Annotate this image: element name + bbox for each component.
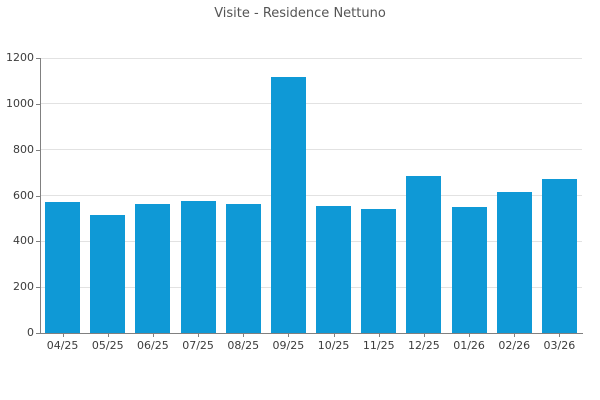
- x-axis-tick: [288, 334, 290, 337]
- bar: [45, 202, 81, 333]
- x-axis-label: 10/25: [317, 339, 350, 352]
- x-axis-tick: [198, 334, 200, 337]
- x-axis-label: 07/25: [182, 339, 214, 352]
- y-axis-label: 400: [13, 234, 34, 248]
- gridline: [40, 103, 582, 105]
- plot-area: [40, 57, 582, 333]
- bar: [496, 192, 532, 333]
- x-axis-tick: [107, 334, 109, 337]
- x-axis-tick: [559, 334, 561, 337]
- x-axis-label: 08/25: [227, 339, 260, 352]
- x-axis-tick: [423, 334, 425, 337]
- y-axis-tick: [36, 58, 40, 59]
- gridline: [40, 57, 582, 59]
- y-axis-tick: [36, 195, 40, 197]
- chart-title: Visite - Residence Nettuno: [214, 6, 386, 21]
- y-axis-tick: [36, 333, 40, 334]
- x-axis-label: 01/26: [453, 339, 485, 352]
- bar: [361, 209, 397, 333]
- x-axis-label: 09/25: [272, 339, 305, 352]
- x-axis-spine: [40, 333, 583, 334]
- x-axis-tick: [333, 334, 335, 337]
- x-axis-label: 11/25: [362, 339, 395, 352]
- bar: [180, 201, 216, 333]
- x-axis-label: 06/25: [137, 339, 169, 352]
- x-axis-label: 02/26: [498, 339, 531, 352]
- y-axis-label: 0: [27, 326, 34, 339]
- y-axis-label: 800: [13, 142, 34, 156]
- x-axis-label: 12/25: [408, 339, 440, 352]
- x-axis-tick: [469, 334, 471, 337]
- y-axis-spine: [40, 58, 41, 334]
- x-axis-tick: [152, 334, 154, 337]
- y-axis-label: 1000: [6, 96, 34, 110]
- bar: [90, 214, 126, 333]
- y-axis-label: 200: [13, 280, 34, 294]
- gridline: [40, 195, 582, 196]
- y-axis-tick: [36, 287, 40, 289]
- x-axis-tick: [378, 334, 380, 337]
- bar: [541, 179, 577, 333]
- y-axis-tick: [36, 103, 40, 105]
- x-axis-tick: [514, 334, 516, 337]
- gridline: [40, 286, 582, 288]
- y-axis-label: 1200: [6, 51, 34, 64]
- gridline: [40, 149, 582, 151]
- bar: [406, 176, 442, 333]
- x-axis-label: 05/25: [91, 339, 124, 352]
- bar: [316, 205, 352, 333]
- y-axis-tick: [36, 241, 40, 243]
- bar: [135, 203, 171, 333]
- y-axis-label: 600: [13, 188, 34, 202]
- bar: [451, 206, 487, 333]
- x-axis-tick: [62, 334, 64, 337]
- x-axis-label: 03/26: [543, 339, 576, 352]
- gridline: [40, 240, 582, 242]
- x-axis-label: 04/25: [46, 339, 79, 352]
- bar: [270, 77, 306, 333]
- y-axis-tick: [36, 149, 40, 151]
- bar: [225, 203, 261, 333]
- x-axis-tick: [243, 334, 245, 337]
